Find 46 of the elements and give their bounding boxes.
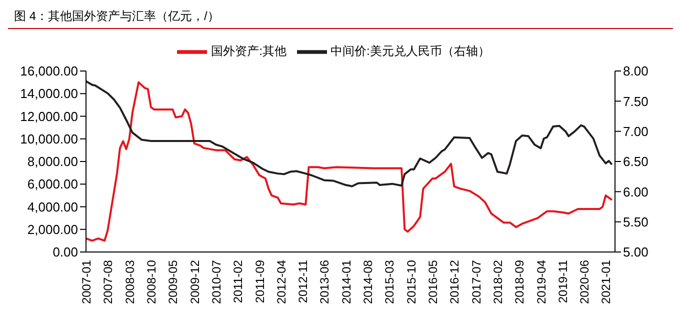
- x-tick-label: 2008-03: [122, 260, 137, 304]
- y-tick-label: 8,000.00: [27, 154, 78, 170]
- chart-title: 图 4：其他国外资产与汇率（亿元，/）: [8, 8, 673, 29]
- y-tick-label: 14,000.00: [20, 86, 78, 102]
- x-tick-label: 2018-09: [512, 260, 527, 304]
- x-tick-label: 2019-11: [556, 260, 570, 304]
- x-tick-label: 2017-07: [469, 260, 484, 304]
- x-tick-label: 2007-08: [101, 260, 116, 304]
- y-tick-label: 10,000.00: [20, 131, 78, 146]
- x-tick-label: 2016-05: [426, 260, 440, 304]
- y2-tick-label: 8.00: [623, 64, 648, 79]
- legend-label: 中间价:美元兑人民币（右轴）: [330, 44, 490, 58]
- y-tick-label: 2,000.00: [27, 222, 78, 237]
- y-tick-label: 12,000.00: [20, 108, 78, 124]
- y-tick-label: 4,000.00: [27, 199, 78, 214]
- line-series: [86, 81, 613, 242]
- x-tick-label: 2021-01: [599, 260, 614, 304]
- x-tick-label: 2011-09: [252, 260, 267, 304]
- x-tick-label: 2012-11: [296, 260, 310, 304]
- x-tick-label: 2008-10: [144, 260, 158, 304]
- x-tick-label: 2016-12: [448, 260, 462, 304]
- line-series: [86, 80, 613, 188]
- x-tick-label: 2015-10: [404, 260, 418, 304]
- x-tick-label: 2014-08: [361, 260, 376, 304]
- y-tick-label: 6,000.00: [27, 176, 78, 192]
- x-tick-label: 2018-02: [490, 260, 505, 304]
- x-tick-label: 2020-06: [578, 260, 592, 304]
- x-tick-label: 2013-06: [318, 260, 332, 304]
- y2-tick-label: 5.50: [623, 214, 648, 230]
- y2-tick-label: 6.50: [623, 154, 648, 170]
- x-tick-label: 2015-03: [382, 260, 397, 304]
- x-tick-label: 2010-07: [209, 260, 224, 304]
- x-tick-label: 2019-04: [534, 260, 548, 304]
- x-tick-label: 2014-01: [339, 260, 354, 304]
- y2-tick-label: 6.00: [623, 184, 648, 200]
- y-tick-label: 0.00: [52, 244, 78, 260]
- x-tick-label: 2009-05: [166, 260, 180, 304]
- x-tick-label: 2012-04: [274, 260, 288, 304]
- y-tick-label: 16,000.00: [20, 64, 78, 79]
- x-tick-label: 2011-02: [231, 260, 246, 304]
- y2-tick-label: 5.00: [623, 244, 648, 260]
- x-tick-label: 2007-01: [80, 260, 94, 304]
- y2-tick-label: 7.50: [623, 94, 648, 109]
- legend-label: 国外资产:其他: [211, 44, 286, 58]
- y2-tick-label: 7.00: [623, 124, 648, 139]
- x-tick-label: 2009-12: [188, 260, 202, 304]
